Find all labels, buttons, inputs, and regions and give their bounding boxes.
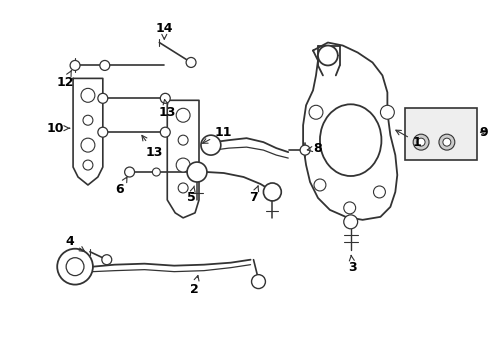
Circle shape: [152, 168, 160, 176]
Text: 9: 9: [478, 126, 487, 139]
Circle shape: [373, 186, 385, 198]
Circle shape: [442, 138, 450, 146]
Bar: [405, 108, 476, 160]
Circle shape: [178, 183, 188, 193]
Text: 4: 4: [65, 235, 84, 252]
Text: 6: 6: [115, 177, 127, 197]
Circle shape: [313, 179, 325, 191]
Text: 13: 13: [142, 135, 163, 159]
Circle shape: [160, 93, 170, 103]
Text: 5: 5: [186, 186, 195, 204]
Circle shape: [201, 135, 221, 155]
Circle shape: [98, 127, 107, 137]
Text: 13: 13: [158, 99, 176, 119]
Circle shape: [251, 275, 265, 289]
Circle shape: [300, 145, 309, 155]
Circle shape: [70, 60, 80, 71]
Text: 7: 7: [249, 186, 258, 204]
Text: 11: 11: [202, 126, 232, 143]
Circle shape: [81, 138, 95, 152]
Text: 12: 12: [56, 71, 74, 89]
Text: 1: 1: [395, 130, 421, 149]
Circle shape: [102, 255, 112, 265]
Text: 10: 10: [46, 122, 69, 135]
Circle shape: [380, 105, 393, 119]
Circle shape: [124, 167, 134, 177]
Text: 8: 8: [306, 141, 322, 155]
Circle shape: [308, 105, 322, 119]
Circle shape: [343, 215, 357, 229]
Circle shape: [83, 115, 93, 125]
Circle shape: [83, 160, 93, 170]
Circle shape: [438, 134, 454, 150]
Text: 2: 2: [189, 275, 199, 296]
Circle shape: [176, 158, 190, 172]
Text: 14: 14: [155, 22, 173, 39]
Circle shape: [186, 58, 196, 67]
Circle shape: [178, 135, 188, 145]
Circle shape: [98, 93, 107, 103]
Circle shape: [66, 258, 84, 276]
Circle shape: [412, 134, 428, 150]
Circle shape: [187, 162, 206, 182]
Circle shape: [57, 249, 93, 285]
Circle shape: [317, 45, 337, 66]
Text: 3: 3: [347, 255, 356, 274]
Circle shape: [263, 183, 281, 201]
Circle shape: [160, 127, 170, 137]
Circle shape: [100, 60, 109, 71]
Circle shape: [343, 202, 355, 214]
Circle shape: [176, 108, 190, 122]
Circle shape: [81, 88, 95, 102]
Circle shape: [416, 138, 424, 146]
